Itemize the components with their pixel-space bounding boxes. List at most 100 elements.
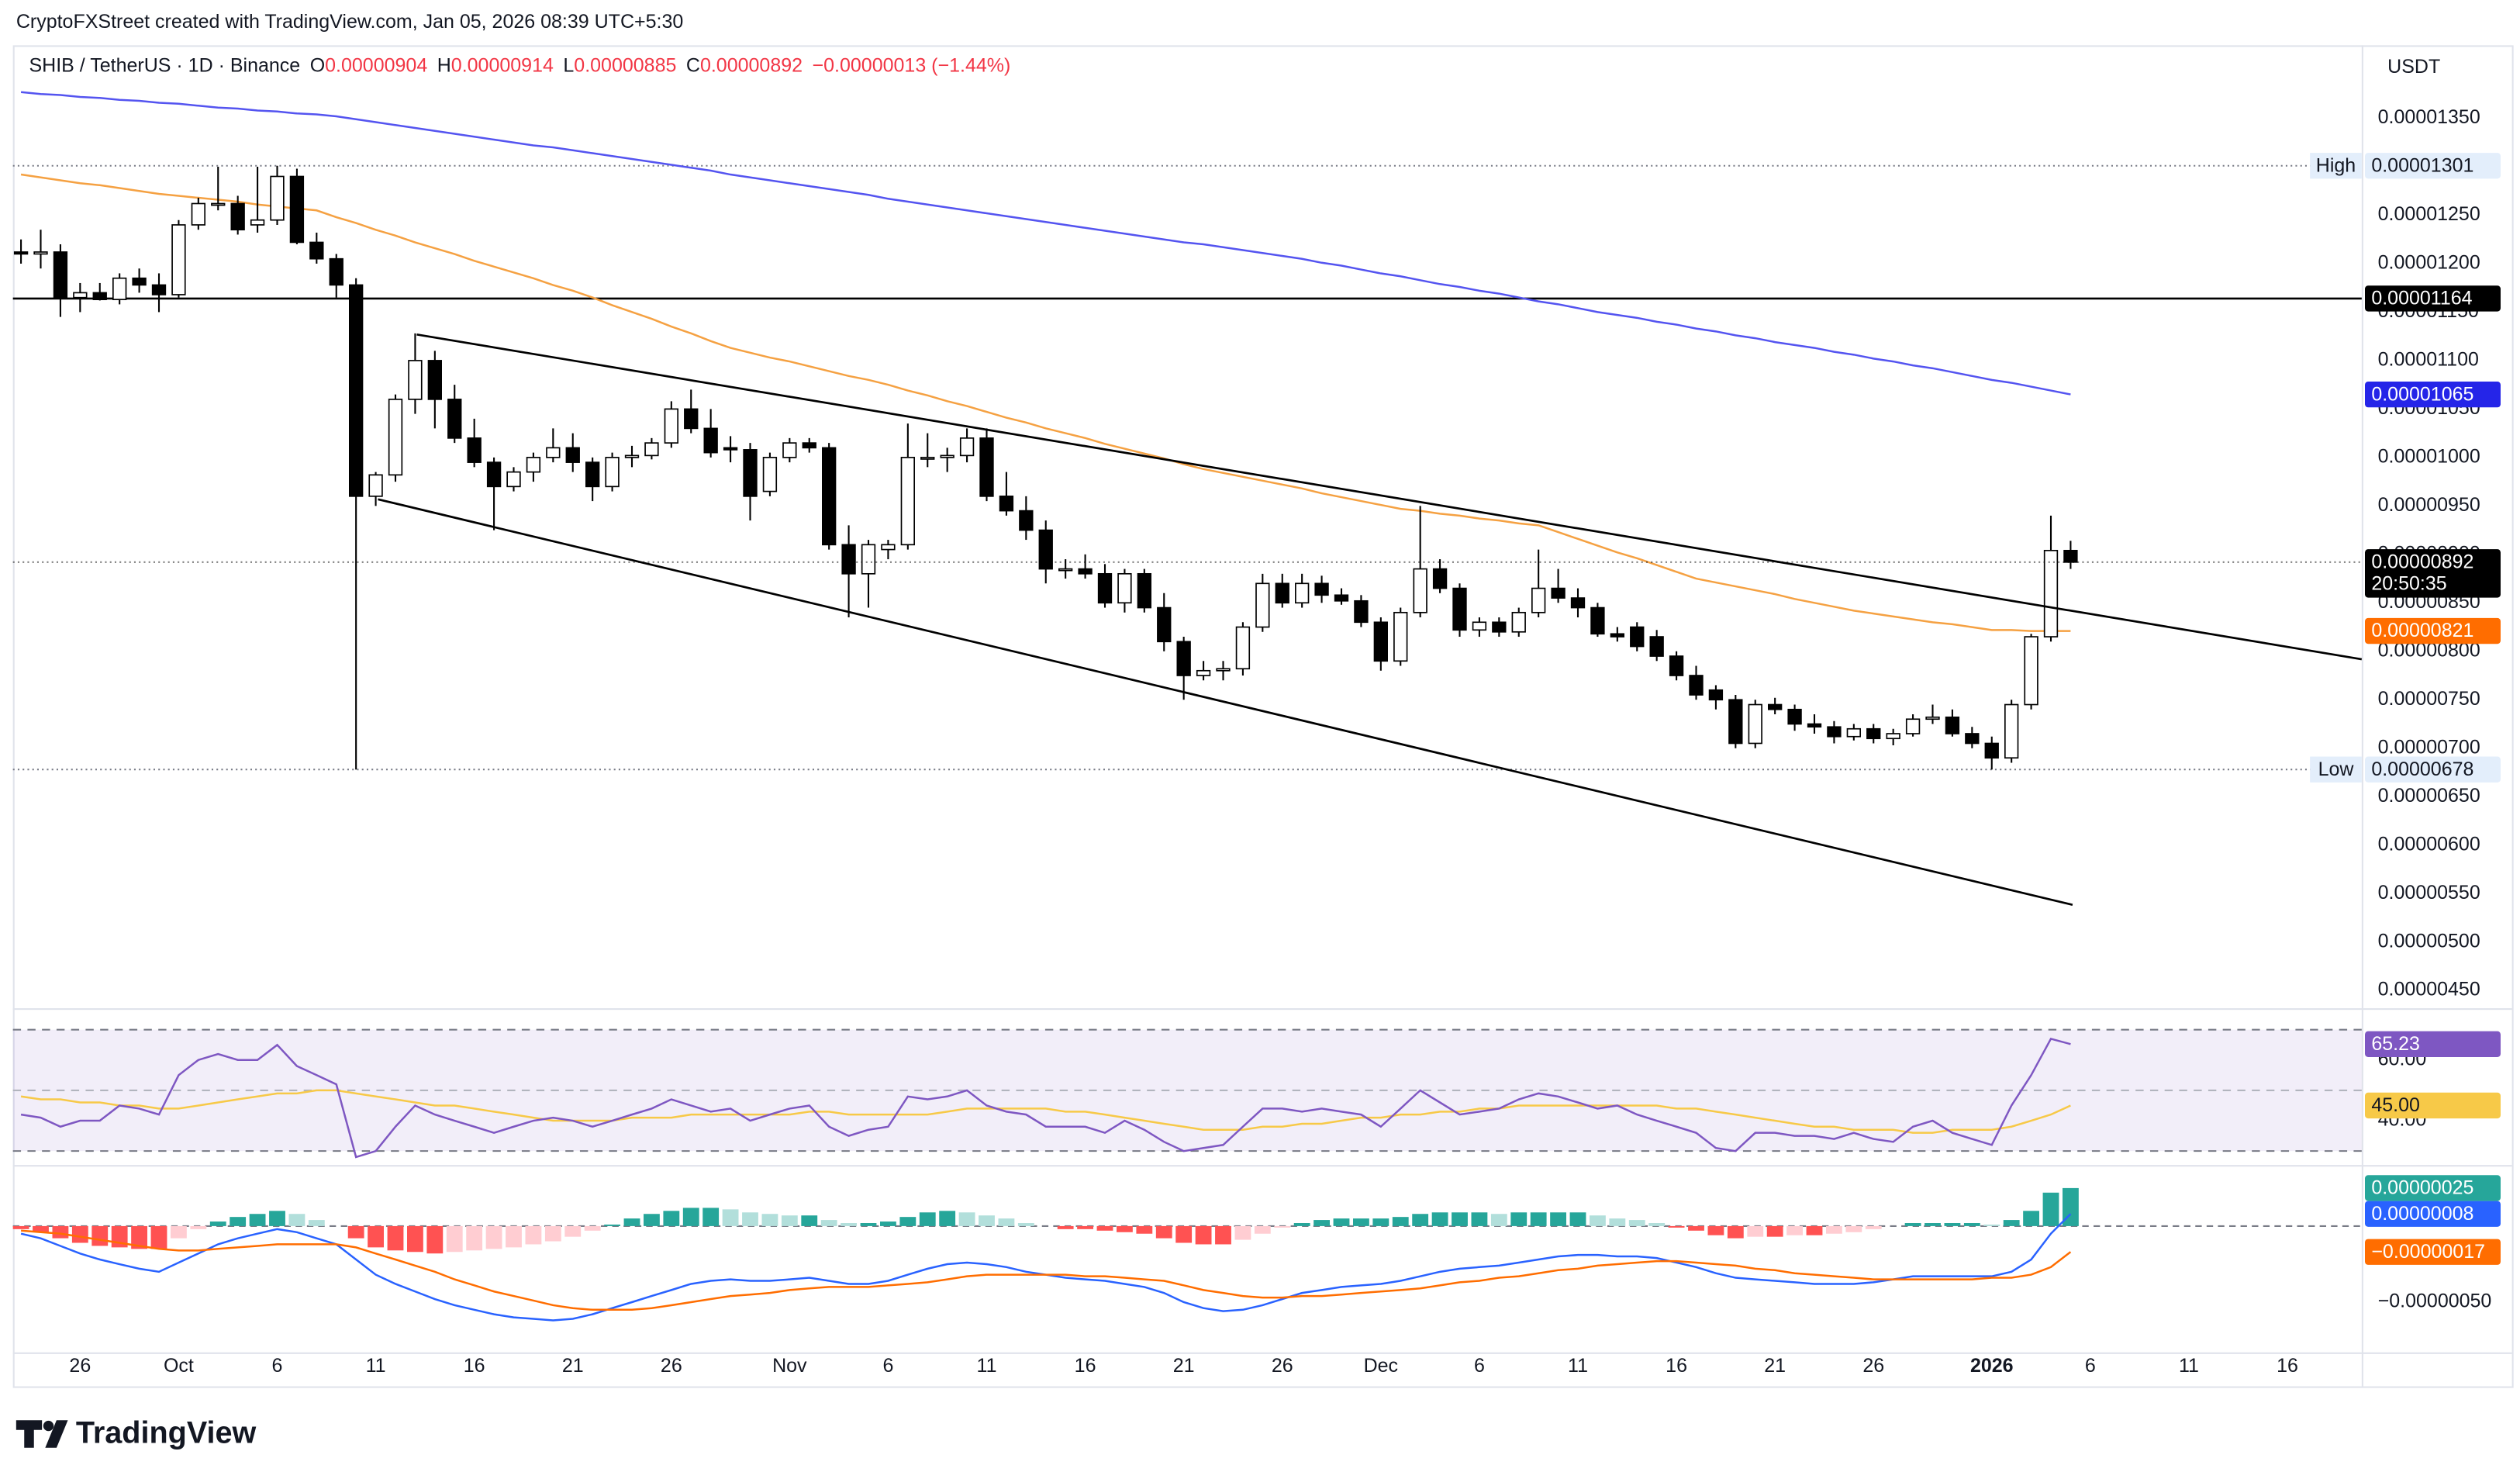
histogram-bar [623, 1218, 640, 1226]
candle-body [605, 457, 620, 488]
y-tick-label: 0.00001200 [2378, 252, 2480, 274]
histogram-bar [1471, 1212, 1488, 1226]
histogram-bar [52, 1225, 69, 1239]
histogram-bar [1648, 1223, 1666, 1226]
candle-body [1787, 708, 1802, 725]
symbol-legend: SHIB / TetherUS · 1D · Binance O0.0000090… [29, 54, 1011, 76]
histogram-bar [1944, 1223, 1961, 1226]
histogram-bar [781, 1215, 798, 1226]
candle-body [1827, 726, 1842, 738]
axis-tags: 0.000013500.000013000.000012500.00001200… [2310, 106, 2501, 1312]
x-tick-label: 11 [2179, 1355, 2199, 1377]
candle-body [723, 447, 738, 451]
tradingview-logo: TradingView [16, 1415, 257, 1450]
candle-body [309, 241, 324, 260]
histogram-bar [564, 1225, 582, 1237]
macd-label-bg [2365, 1239, 2501, 1265]
ohlc-value: 0.00000904 [325, 54, 427, 76]
x-tick-label: 16 [464, 1355, 485, 1377]
currency: USDT [2387, 56, 2440, 78]
histogram-bar [1392, 1217, 1409, 1226]
rsi-label: 65.23 [2371, 1033, 2420, 1055]
rsi-label-bg [2365, 1031, 2501, 1058]
macd-label-bg [2365, 1201, 2501, 1227]
candle-body [1945, 716, 1960, 734]
ohlc-value: 0.00000914 [451, 54, 554, 76]
candle-body [2043, 549, 2059, 638]
last-price-bg [2365, 549, 2501, 598]
histogram-bar [1195, 1225, 1212, 1245]
candle-body [151, 284, 167, 295]
candle-body [1965, 733, 1980, 745]
y-tick-label: 0.00000700 [2378, 736, 2480, 758]
candle-body [191, 202, 206, 226]
candle-body [1570, 597, 1586, 609]
candle-body [1235, 626, 1251, 670]
low-value-bg [2365, 756, 2501, 783]
histogram-bar [2023, 1211, 2039, 1226]
histogram-bar [1412, 1214, 1429, 1226]
x-tick-label: 6 [272, 1355, 283, 1377]
histogram-bar [899, 1217, 917, 1226]
histogram-bar [1688, 1225, 1704, 1231]
channel-upper [416, 333, 2363, 661]
candle-body [1196, 669, 1211, 676]
histogram-bar [644, 1214, 660, 1226]
ohlc-key: O [310, 54, 325, 76]
histogram-bar [860, 1223, 877, 1226]
histogram-bar [1806, 1225, 1823, 1235]
y-tick-label: 0.00000450 [2378, 979, 2480, 1000]
histogram-bar [1845, 1225, 1862, 1232]
moving-average [20, 91, 2071, 396]
candle-body [427, 360, 443, 400]
candle-body [1393, 611, 1408, 662]
candle-body [132, 277, 147, 286]
histogram-bar [1155, 1225, 1172, 1239]
histogram-bar [1314, 1220, 1330, 1226]
histogram-bar [1904, 1223, 1921, 1226]
x-tick-label: 6 [882, 1355, 893, 1377]
histogram-bar [702, 1208, 720, 1226]
histogram-bar [544, 1225, 561, 1242]
candle-body [1452, 587, 1467, 631]
histogram-bar [12, 1225, 29, 1229]
ohlc-value: 0.00000892 [700, 54, 803, 76]
histogram-bar [1077, 1225, 1093, 1229]
candle-body [841, 544, 856, 575]
change: −0.00000013 (−1.44%) [813, 54, 1011, 76]
macd-line [20, 1229, 2072, 1311]
histogram-bar [426, 1225, 444, 1254]
macd-label: −0.00000017 [2371, 1241, 2485, 1263]
ohlc-value: 0.00000885 [574, 54, 676, 76]
y-tick-label: 0.00001100 [2378, 349, 2479, 371]
candle-body [1846, 727, 1861, 738]
candle-body [822, 447, 837, 546]
y-tick-label: 0.00000600 [2378, 833, 2480, 855]
histogram-bar [742, 1212, 758, 1226]
histogram-bar [1452, 1212, 1468, 1226]
rsi-line [20, 1037, 2071, 1159]
histogram-bar [722, 1209, 739, 1226]
candle-body [33, 251, 48, 255]
histogram-bar [1431, 1212, 1448, 1226]
candle-body [1807, 723, 1822, 728]
histogram-bar [190, 1225, 207, 1229]
candle-body [762, 457, 778, 492]
rsi-band-fill [12, 1029, 2362, 1152]
candle-body [1373, 621, 1388, 662]
chart-frame [12, 45, 2514, 1388]
histogram-bar [1569, 1212, 1586, 1226]
ma-label-bg [2365, 617, 2501, 644]
histogram-bar [1628, 1220, 1645, 1226]
histogram-bar [1234, 1225, 1251, 1240]
candle-body [506, 471, 521, 488]
candle-body [408, 360, 423, 400]
histogram-bar [919, 1212, 936, 1226]
histogram-bar [446, 1225, 463, 1253]
histogram-bar [387, 1225, 404, 1251]
candle-body [959, 437, 975, 457]
x-tick-label: 11 [1568, 1355, 1588, 1377]
candle-body [2063, 549, 2078, 563]
low-label-bg [2310, 756, 2362, 783]
